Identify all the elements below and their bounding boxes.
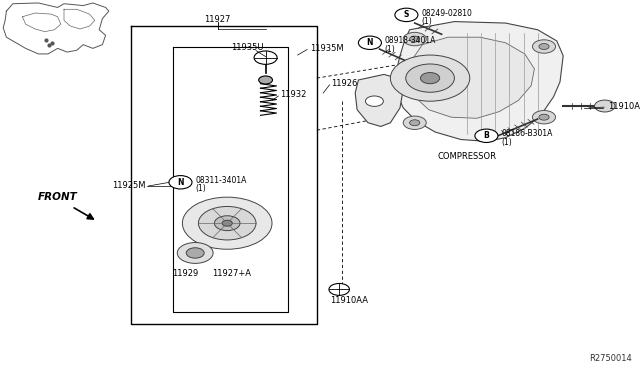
Circle shape — [532, 40, 556, 53]
Circle shape — [395, 8, 418, 22]
Circle shape — [390, 55, 470, 101]
Circle shape — [169, 176, 192, 189]
Text: 11935M: 11935M — [310, 44, 344, 53]
Text: (1): (1) — [421, 17, 432, 26]
Circle shape — [186, 248, 204, 258]
Circle shape — [406, 64, 454, 92]
Text: (1): (1) — [501, 138, 512, 147]
Text: S: S — [404, 10, 409, 19]
Text: 11910A: 11910A — [608, 102, 640, 110]
Text: R2750014: R2750014 — [589, 355, 632, 363]
Circle shape — [365, 96, 383, 106]
Text: 08186-B301A: 08186-B301A — [501, 129, 552, 138]
Text: 11925M: 11925M — [113, 182, 146, 190]
Circle shape — [595, 100, 615, 112]
Circle shape — [420, 73, 440, 84]
Circle shape — [198, 206, 256, 240]
Circle shape — [410, 120, 420, 126]
Circle shape — [214, 216, 240, 231]
Circle shape — [403, 116, 426, 129]
Circle shape — [254, 51, 277, 64]
Text: 11929: 11929 — [172, 269, 199, 278]
Text: 11927+A: 11927+A — [212, 269, 251, 278]
Text: 11935U: 11935U — [232, 43, 264, 52]
Text: 08249-02810: 08249-02810 — [421, 9, 472, 17]
Polygon shape — [410, 37, 534, 118]
Circle shape — [532, 110, 556, 124]
Circle shape — [177, 243, 213, 263]
Circle shape — [259, 76, 273, 84]
Text: N: N — [177, 178, 184, 187]
Polygon shape — [396, 22, 563, 141]
Circle shape — [403, 32, 426, 46]
Circle shape — [222, 220, 232, 226]
Text: 08918-3401A: 08918-3401A — [385, 36, 436, 45]
Text: FRONT: FRONT — [38, 192, 77, 202]
Text: 08311-3401A: 08311-3401A — [195, 176, 246, 185]
Text: COMPRESSOR: COMPRESSOR — [438, 152, 497, 161]
Circle shape — [539, 44, 549, 49]
Text: 11932: 11932 — [280, 90, 306, 99]
Circle shape — [410, 36, 420, 42]
Text: 11927: 11927 — [204, 15, 231, 24]
Circle shape — [358, 36, 381, 49]
Text: (1): (1) — [195, 185, 206, 193]
Circle shape — [182, 197, 272, 249]
Circle shape — [539, 114, 549, 120]
Text: B: B — [484, 131, 489, 140]
Polygon shape — [355, 74, 403, 126]
Text: (1): (1) — [385, 45, 396, 54]
Circle shape — [329, 283, 349, 295]
Circle shape — [475, 129, 498, 142]
Text: 11910AA: 11910AA — [330, 296, 368, 305]
Text: N: N — [367, 38, 373, 47]
Text: 11926: 11926 — [332, 79, 358, 88]
